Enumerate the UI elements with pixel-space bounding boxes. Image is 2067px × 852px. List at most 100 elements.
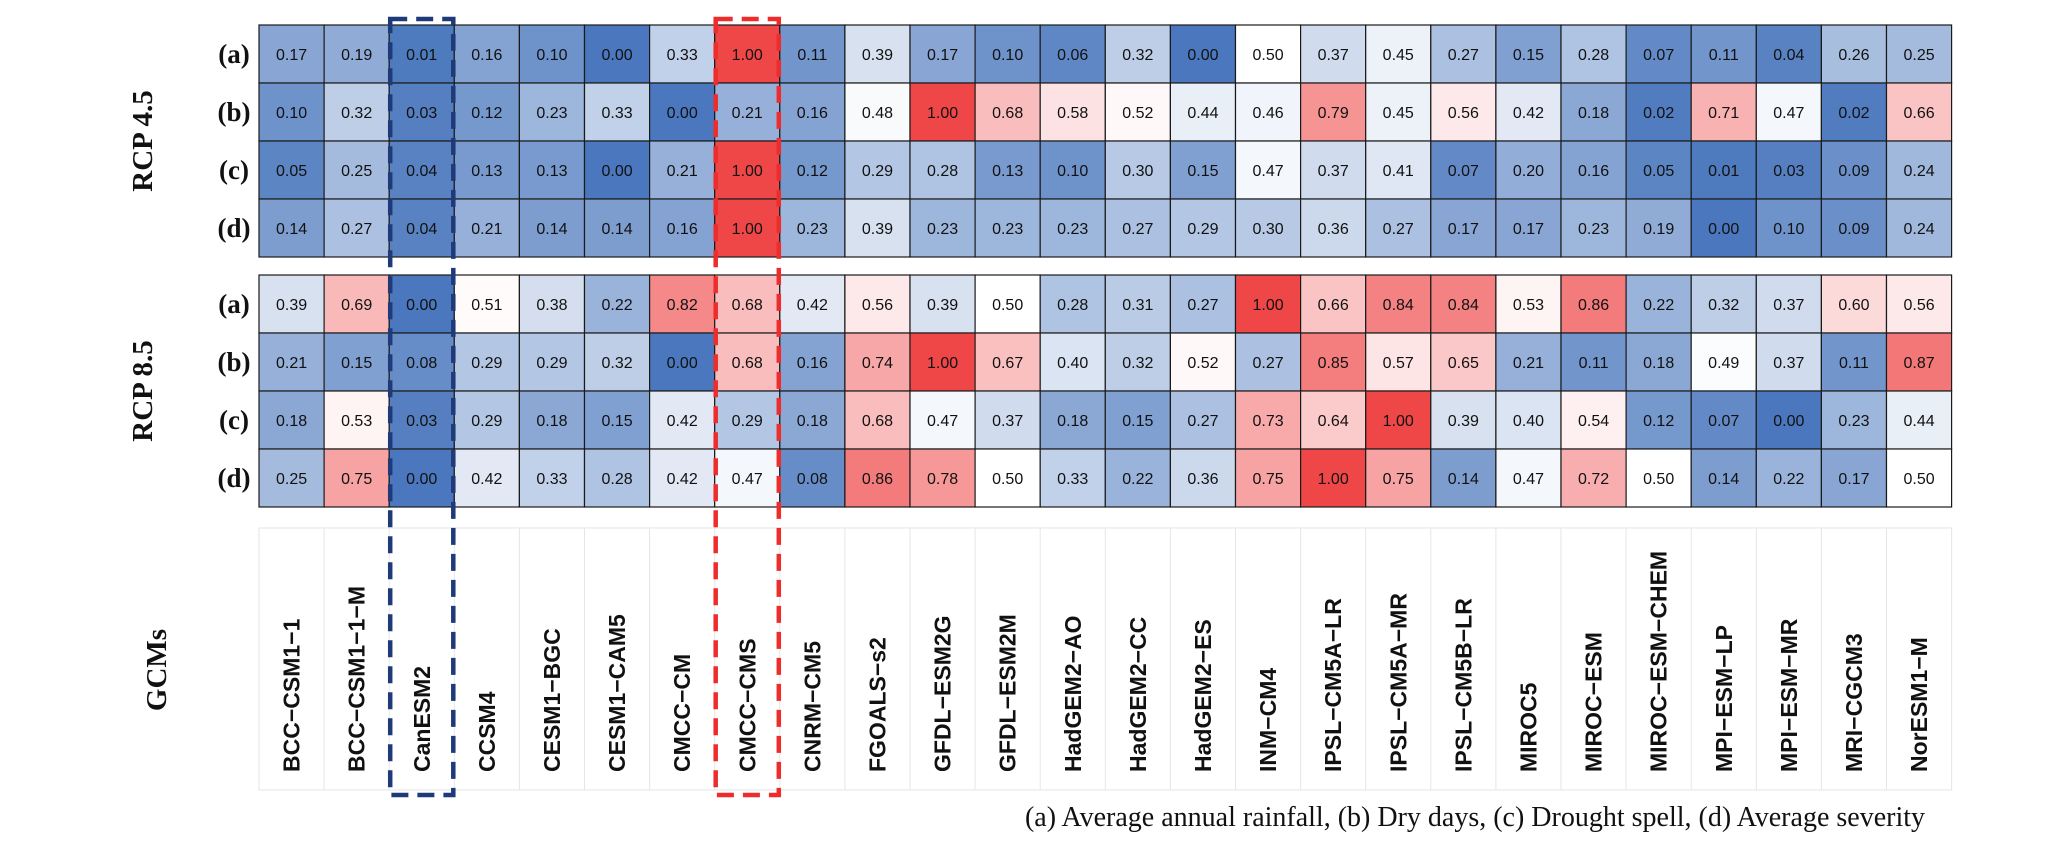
heatmap-cell <box>1560 390 1627 450</box>
group-labels: RCP 4.5 RCP 8.5 <box>127 90 159 442</box>
cell-value: 0.66 <box>1318 297 1349 314</box>
heatmap-cell <box>453 140 520 200</box>
model-label: IPSL−CM5A−LR <box>1320 598 1346 772</box>
model-label: CMCC−CMS <box>734 638 760 772</box>
cell-value: 0.15 <box>1122 413 1153 430</box>
cell-value: 0.27 <box>1122 221 1153 238</box>
cell-value: 0.00 <box>1773 413 1804 430</box>
cell-value: 0.71 <box>1708 105 1739 122</box>
cell-value: 1.00 <box>927 105 958 122</box>
cell-value: 0.22 <box>601 297 632 314</box>
cell-value: 1.00 <box>732 163 763 180</box>
heatmap-cell <box>1430 24 1497 84</box>
cell-value: 0.23 <box>1838 413 1869 430</box>
row-labels: (a) (b) (c) (d) (a) (b) (c) (d) <box>218 39 251 493</box>
cell-value: 0.22 <box>1122 471 1153 488</box>
heatmap-cell <box>1625 274 1692 334</box>
cell-value: 0.19 <box>341 47 372 64</box>
cell-value: 0.53 <box>1513 297 1544 314</box>
heatmap-cell <box>258 140 325 200</box>
cell-value: 0.00 <box>1187 47 1218 64</box>
heatmap-cell <box>974 448 1041 508</box>
cell-value: 0.72 <box>1578 471 1609 488</box>
heatmap-cell <box>1885 390 1953 450</box>
legend-caption: (a) Average annual rainfall, (b) Dry day… <box>1025 802 1925 833</box>
heatmap-cell <box>844 390 911 450</box>
cell-value: 0.47 <box>1773 105 1804 122</box>
heatmap-cell <box>1625 82 1692 142</box>
heatmap-cell <box>1755 82 1823 142</box>
cell-value: 0.31 <box>1122 297 1153 314</box>
heatmap-cell <box>648 448 716 508</box>
cell-value: 0.14 <box>1708 471 1739 488</box>
cell-value: 0.18 <box>1643 355 1674 372</box>
cell-value: 0.39 <box>1448 413 1479 430</box>
cell-value: 0.16 <box>1578 163 1609 180</box>
heatmap-cell <box>1234 140 1302 200</box>
cell-value: 0.47 <box>927 413 958 430</box>
heatmap-cell <box>1299 82 1367 142</box>
cell-value: 0.84 <box>1383 297 1414 314</box>
cell-value: 0.29 <box>862 163 893 180</box>
cell-value: 0.40 <box>1057 355 1088 372</box>
heatmap-cell <box>1430 274 1497 334</box>
cell-value: 0.06 <box>1057 47 1088 64</box>
heatmap-cell <box>1625 390 1692 450</box>
heatmap-cell <box>1234 390 1302 450</box>
cell-value: 0.11 <box>797 47 827 64</box>
group-label: RCP 8.5 <box>127 340 159 442</box>
cell-value: 0.07 <box>1448 163 1479 180</box>
cell-value: 0.23 <box>927 221 958 238</box>
model-label: CESM1−BGC <box>539 628 565 772</box>
cell-value: 0.10 <box>536 47 567 64</box>
heatmap-cell <box>1365 332 1432 392</box>
heatmap-cell <box>779 140 846 200</box>
cell-value: 0.87 <box>1903 355 1934 372</box>
heatmap-cell <box>1495 198 1562 258</box>
heatmap-cell <box>1690 140 1757 200</box>
cell-value: 0.08 <box>797 471 828 488</box>
cell-value: 0.02 <box>1838 105 1869 122</box>
cell-value: 0.04 <box>406 221 437 238</box>
heatmap-cell <box>1169 332 1237 392</box>
cell-value: 0.50 <box>1643 471 1674 488</box>
cell-value: 0.23 <box>1057 221 1088 238</box>
cell-value: 0.69 <box>341 297 372 314</box>
highlight-boxes <box>387 16 782 798</box>
heatmap-cell <box>1820 274 1888 334</box>
cell-value: 0.56 <box>1903 297 1934 314</box>
cell-value: 0.28 <box>601 471 632 488</box>
cell-value: 0.30 <box>1252 221 1283 238</box>
cell-value: 0.85 <box>1318 355 1349 372</box>
cell-value: 0.13 <box>992 163 1023 180</box>
cell-value: 0.01 <box>1708 163 1739 180</box>
cell-value: 0.15 <box>341 355 372 372</box>
row-label: (d) <box>218 213 251 243</box>
cell-value: 0.28 <box>1578 47 1609 64</box>
cell-value: 0.32 <box>1122 47 1153 64</box>
heatmap-cell <box>1299 390 1367 450</box>
cell-value: 0.07 <box>1643 47 1674 64</box>
heatmap-cell <box>518 198 586 258</box>
heatmap-cell <box>453 448 520 508</box>
cell-value: 0.00 <box>667 105 698 122</box>
heatmap-cell <box>1169 198 1237 258</box>
cell-value: 0.21 <box>276 355 307 372</box>
cell-value: 0.36 <box>1187 471 1218 488</box>
cell-value: 0.11 <box>1709 47 1739 64</box>
cell-value: 0.42 <box>667 471 698 488</box>
cell-value: 0.39 <box>276 297 307 314</box>
model-label: GFDL−ESM2M <box>995 614 1021 772</box>
heatmap-cell <box>1885 24 1953 84</box>
cell-value: 0.23 <box>1578 221 1609 238</box>
heatmap-cell <box>1690 82 1757 142</box>
heatmap-cell <box>1755 332 1823 392</box>
heatmap-cell <box>323 24 390 84</box>
heatmap-cell <box>258 198 325 258</box>
heatmap-cell <box>648 140 716 200</box>
model-label: MPI−ESM−LP <box>1711 625 1737 772</box>
cell-value: 0.73 <box>1252 413 1283 430</box>
heatmap-cell <box>1755 140 1823 200</box>
heatmap-cell <box>1560 24 1627 84</box>
heatmap-cell <box>258 390 325 450</box>
